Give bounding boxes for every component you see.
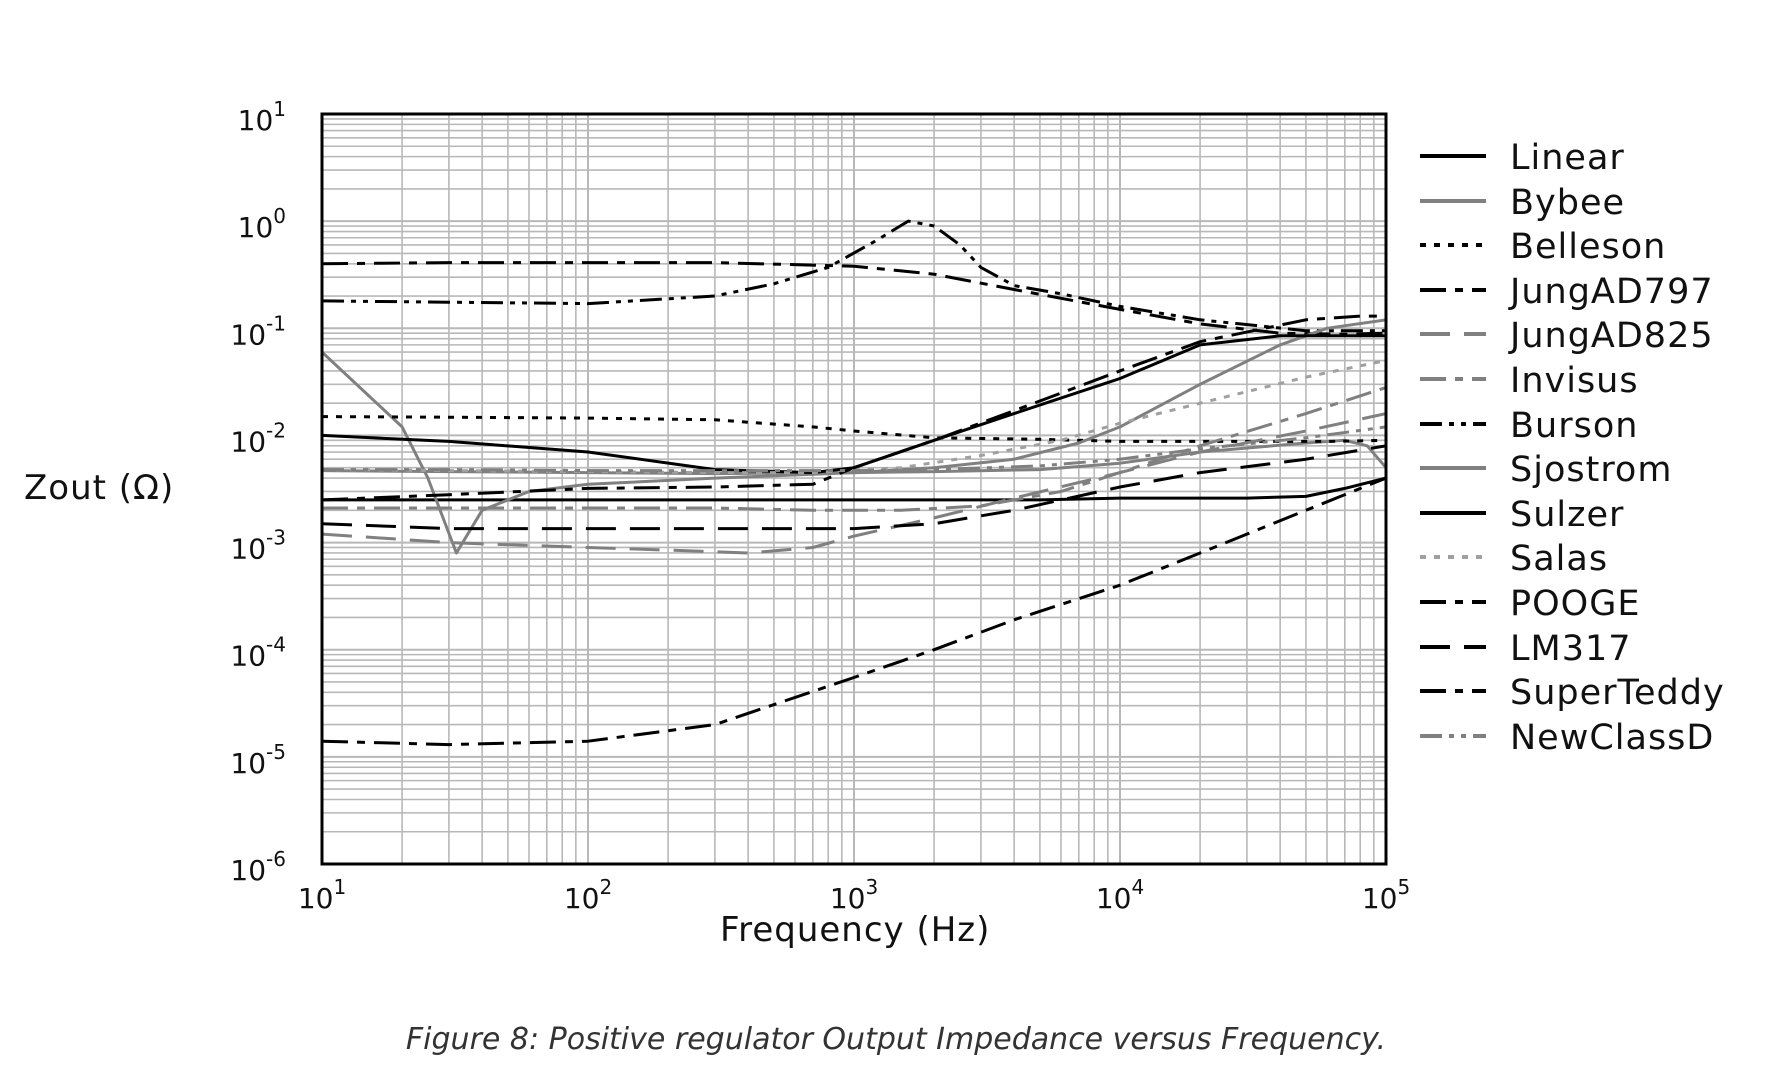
series-line-superteddy: [322, 476, 1386, 747]
y-tick-label: 10-3: [230, 526, 286, 566]
y-tick-label: 101: [238, 97, 286, 137]
grid: [321, 114, 1386, 865]
y-tick-label: 100: [238, 204, 286, 244]
legend-label: JungAD825: [1510, 316, 1714, 357]
legend-swatch: [1420, 599, 1486, 604]
legend-swatch: [1420, 510, 1486, 515]
legend-swatch: [1420, 287, 1486, 292]
y-tick-label: 10-6: [230, 847, 286, 887]
legend-label: POOGE: [1510, 583, 1641, 624]
legend-label: Sjostrom: [1510, 450, 1673, 491]
legend-label: Burson: [1510, 405, 1639, 446]
y-axis-label: Zout (Ω): [24, 468, 175, 508]
legend-swatch: [1420, 154, 1486, 158]
legend-label: Invisus: [1510, 360, 1639, 401]
legend-swatch: [1420, 198, 1486, 203]
series-line-jungad825: [322, 412, 1386, 555]
legend-swatch: [1420, 376, 1486, 381]
y-tick-label: 10-4: [230, 633, 286, 673]
x-axis-label: Frequency (Hz): [720, 910, 991, 950]
series-line-linear: [322, 476, 1386, 502]
legend-label: Salas: [1510, 539, 1609, 580]
x-axis-ticks: 101 102 103 104 105: [298, 875, 1410, 915]
series-group: [322, 219, 1386, 747]
legend-swatch: [1420, 466, 1486, 471]
legend-label: Sulzer: [1510, 494, 1625, 535]
x-tick-label: 105: [1362, 875, 1410, 915]
legend-swatch: [1420, 644, 1486, 649]
series-line-jungad797: [322, 261, 1386, 336]
legend-label: Linear: [1510, 138, 1625, 178]
legend-swatch: [1420, 555, 1486, 560]
y-tick-label: 10-1: [230, 311, 286, 351]
plot-frame: [320, 112, 1388, 866]
legend-swatch: [1420, 421, 1486, 426]
legend-swatch: [1420, 689, 1486, 694]
legend-swatch: [1420, 243, 1486, 248]
x-tick-label: 102: [564, 875, 612, 915]
legend-label: SuperTeddy: [1510, 673, 1725, 714]
legend-label: Belleson: [1510, 227, 1667, 268]
series-line-sulzer: [322, 334, 1386, 475]
x-tick-label: 103: [830, 875, 878, 915]
legend-swatch: [1420, 733, 1486, 738]
legend-label: NewClassD: [1510, 717, 1715, 758]
y-tick-label: 10-2: [230, 418, 286, 458]
legend-label: JungAD797: [1510, 271, 1714, 312]
x-tick-label: 101: [298, 875, 346, 915]
y-axis-ticks: 101 100 10-1 10-2 10-3 10-4 10-5 10-6: [230, 97, 286, 887]
series-line-newclassd: [322, 425, 1386, 473]
figure-caption: Figure 8: Positive regulator Output Impe…: [405, 1022, 1387, 1057]
series-line-pooge: [322, 314, 1386, 502]
legend-label: Bybee: [1510, 182, 1626, 223]
legend-label: LM317: [1510, 628, 1632, 669]
legend-swatch: [1420, 332, 1486, 337]
y-tick-label: 10-5: [230, 740, 286, 780]
x-tick-label: 104: [1096, 875, 1144, 915]
series-line-burson: [322, 219, 1386, 333]
series-line-invisus: [322, 386, 1386, 512]
